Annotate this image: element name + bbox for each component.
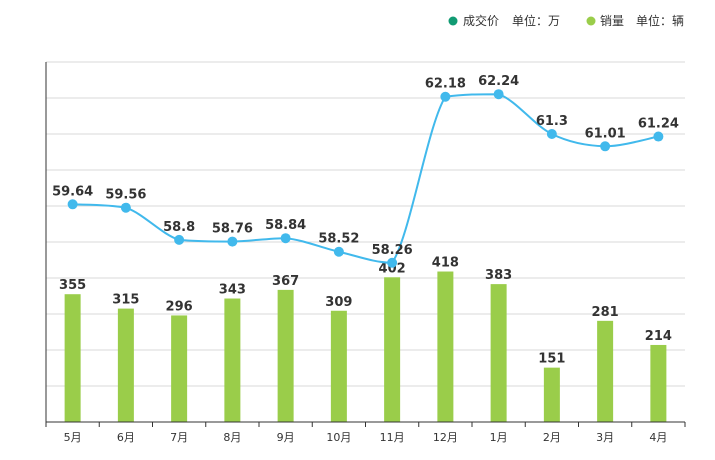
x-tick-label: 9月 — [277, 431, 295, 444]
price-label: 58.8 — [163, 220, 195, 235]
price-label: 61.01 — [585, 126, 626, 141]
volume-label: 151 — [538, 352, 565, 367]
price-line — [72, 93, 659, 264]
price-point — [546, 129, 557, 139]
price-point — [333, 246, 344, 257]
legend: 成交价 单位：万 销量 单位：辆 — [448, 13, 684, 28]
price-point — [653, 131, 664, 142]
legend-volume-marker — [586, 16, 596, 26]
x-tick-label: 2月 — [543, 431, 561, 444]
x-tick-label: 1月 — [490, 431, 508, 444]
legend-price-marker — [448, 16, 458, 26]
volume-bar — [650, 344, 667, 422]
volume-label: 383 — [485, 268, 512, 283]
legend-price-unit: 单位：万 — [512, 13, 560, 28]
legend-volume-unit: 单位：辆 — [636, 13, 684, 28]
price-label: 62.18 — [425, 77, 466, 92]
volume-labels: 355 315 296 343 367 309 402 418 383 151 281 214 — [59, 256, 672, 367]
volume-label: 309 — [325, 295, 352, 310]
price-point — [227, 236, 238, 247]
x-tick-label: 4月 — [649, 431, 667, 444]
volume-bar — [171, 315, 188, 422]
volume-bar — [490, 284, 507, 422]
volume-bar — [330, 310, 347, 422]
volume-bar — [117, 308, 134, 422]
volume-bar — [543, 367, 560, 422]
volume-bar — [224, 298, 241, 422]
x-tick-label: 3月 — [596, 431, 614, 444]
legend-volume-name: 销量 — [600, 14, 624, 28]
price-label: 62.24 — [478, 74, 519, 89]
volume-bar — [437, 271, 454, 422]
price-point — [120, 202, 131, 213]
x-axis: 5月 6月 7月 8月 9月 10月 11月 12月 1月 2月 3月 4月 — [45, 62, 686, 444]
price-label: 58.52 — [318, 232, 359, 247]
price-labels: 59.64 59.56 58.8 58.76 58.84 58.52 58.26 62.18 6… — [52, 74, 679, 258]
volume-label: 402 — [379, 261, 406, 276]
price-point — [493, 89, 504, 100]
x-tick-label: 7月 — [170, 431, 188, 444]
price-label: 58.26 — [372, 243, 413, 258]
price-point — [387, 257, 398, 268]
volume-label: 281 — [592, 305, 619, 320]
volume-bar — [384, 277, 401, 422]
price-label: 58.76 — [212, 222, 253, 237]
price-label: 61.3 — [536, 114, 568, 129]
price-points — [67, 89, 664, 268]
price-label: 58.84 — [265, 218, 306, 233]
volume-label: 343 — [219, 283, 246, 298]
price-point — [174, 234, 185, 245]
legend-price-name: 成交价 — [463, 13, 499, 28]
x-tick-label: 6月 — [117, 431, 135, 444]
price-point — [440, 91, 451, 102]
x-tick-label: 8月 — [223, 431, 241, 444]
volume-bar — [64, 294, 81, 422]
price-point — [67, 199, 78, 210]
volume-label: 214 — [645, 329, 672, 344]
volume-label: 355 — [59, 278, 86, 293]
volume-bar — [597, 320, 614, 422]
volume-bar — [277, 289, 294, 422]
price-label: 59.64 — [52, 184, 93, 199]
x-tick-label: 10月 — [326, 431, 351, 444]
volume-label: 315 — [112, 293, 139, 308]
volume-label: 367 — [272, 274, 299, 289]
x-tick-label: 12月 — [433, 431, 458, 444]
volume-label: 296 — [166, 299, 193, 314]
price-label: 59.56 — [105, 188, 146, 203]
volume-bars — [64, 271, 667, 422]
price-point — [600, 141, 611, 152]
grid — [46, 61, 685, 387]
volume-label: 418 — [432, 256, 459, 271]
x-tick-label: 11月 — [380, 431, 405, 444]
price-point — [280, 233, 291, 244]
x-tick-label: 5月 — [64, 431, 82, 444]
price-label: 61.24 — [638, 117, 679, 132]
